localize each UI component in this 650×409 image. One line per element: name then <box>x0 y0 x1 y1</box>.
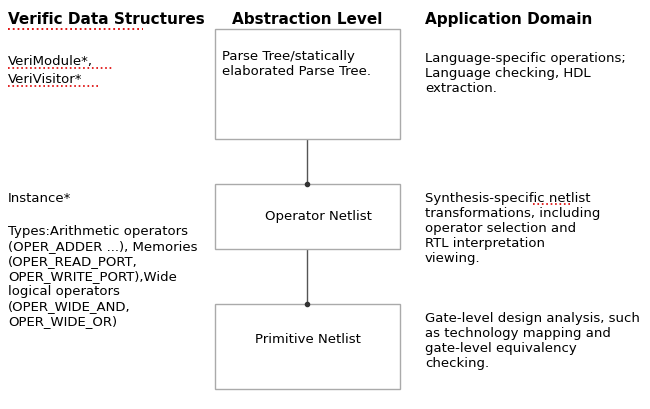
Bar <box>215 304 400 389</box>
Text: Instance*: Instance* <box>8 191 72 204</box>
Text: Parse Tree/statically
elaborated Parse Tree.: Parse Tree/statically elaborated Parse T… <box>222 50 371 78</box>
Text: Language-specific operations;
Language checking, HDL
extraction.: Language-specific operations; Language c… <box>425 52 626 95</box>
Text: Operator Netlist: Operator Netlist <box>265 209 372 222</box>
Bar <box>215 184 400 249</box>
Text: Gate-level design analysis, such
as technology mapping and
gate-level equivalenc: Gate-level design analysis, such as tech… <box>425 311 640 369</box>
Text: Verific Data Structures: Verific Data Structures <box>8 12 205 27</box>
Text: Synthesis-specific netlist
transformations, including
operator selection and
RTL: Synthesis-specific netlist transformatio… <box>425 191 601 264</box>
Text: Primitive Netlist: Primitive Netlist <box>255 332 361 345</box>
Text: VeriModule*,: VeriModule*, <box>8 55 93 68</box>
Text: Abstraction Level: Abstraction Level <box>232 12 383 27</box>
Text: VeriVisitor*: VeriVisitor* <box>8 73 83 86</box>
Text: Types:Arithmetic operators
(OPER_ADDER ...), Memories
(OPER_READ_PORT,
OPER_WRIT: Types:Arithmetic operators (OPER_ADDER .… <box>8 225 198 327</box>
Text: Application Domain: Application Domain <box>425 12 592 27</box>
Bar <box>215 30 400 139</box>
